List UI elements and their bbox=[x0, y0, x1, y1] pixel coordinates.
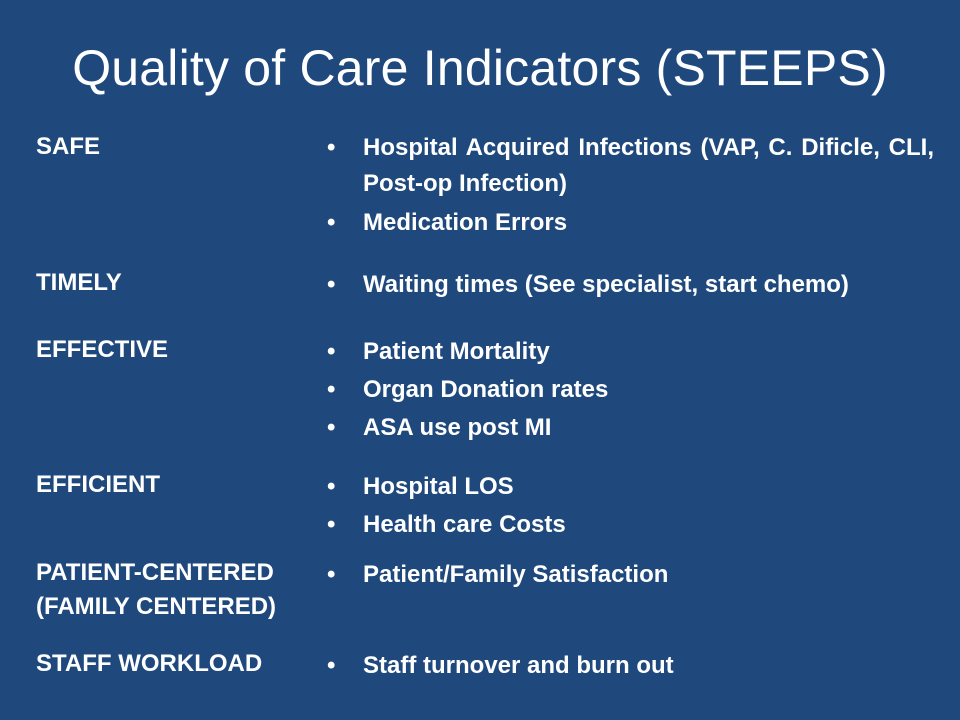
category-label-line: EFFICIENT bbox=[36, 471, 160, 498]
indicator-item: • Staff turnover and burn out bbox=[327, 647, 934, 685]
category-label-line: SAFE bbox=[36, 133, 101, 160]
bullet-icon: • bbox=[327, 271, 336, 298]
bullet-icon: • bbox=[327, 376, 336, 403]
slide-title: Quality of Care Indicators (STEEPS) bbox=[72, 40, 888, 96]
bullet-icon: • bbox=[327, 652, 336, 679]
indicator-text: Medication Errors bbox=[363, 209, 568, 236]
category-label-patient-centered: PATIENT-CENTERED (FAMILY CENTERED) bbox=[36, 556, 311, 624]
indicator-item: • ASA use post MI bbox=[327, 409, 934, 447]
indicator-text: Staff turnover and burn out bbox=[363, 652, 674, 679]
indicator-item: • Health care Costs bbox=[327, 506, 934, 544]
indicator-text: Hospital LOS bbox=[363, 473, 514, 500]
category-label-staff-workload: STAFF WORKLOAD bbox=[36, 647, 311, 681]
bullet-icon: • bbox=[327, 414, 336, 441]
indicator-item: • Patient/Family Satisfaction bbox=[327, 556, 934, 594]
category-label-efficient: EFFICIENT bbox=[36, 468, 311, 502]
indicator-item: • Patient Mortality bbox=[327, 333, 934, 371]
bullet-icon: • bbox=[327, 473, 336, 500]
indicator-item: • Hospital Acquired Infections (VAP, C. … bbox=[327, 130, 934, 202]
indicator-item: • Organ Donation rates bbox=[327, 371, 934, 409]
bullet-icon: • bbox=[327, 134, 336, 161]
category-label-line: PATIENT-CENTERED bbox=[36, 559, 274, 586]
bullet-icon: • bbox=[327, 561, 336, 588]
bullet-icon: • bbox=[327, 209, 336, 236]
category-label-line: (FAMILY CENTERED) bbox=[36, 593, 277, 620]
indicator-list-staff-workload: • Staff turnover and burn out bbox=[327, 647, 934, 685]
indicator-list-timely: • Waiting times (See specialist, start c… bbox=[327, 266, 934, 304]
indicator-text: ASA use post MI bbox=[363, 414, 552, 441]
indicator-text: Patient/Family Satisfaction bbox=[363, 561, 669, 588]
indicator-item: • Hospital LOS bbox=[327, 468, 934, 506]
indicator-text: Patient Mortality bbox=[363, 338, 550, 365]
indicator-text: Health care Costs bbox=[363, 511, 566, 538]
bullet-icon: • bbox=[327, 511, 336, 538]
indicator-text: Hospital Acquired Infections (VAP, C. Di… bbox=[363, 134, 934, 197]
indicator-text: Organ Donation rates bbox=[363, 376, 609, 403]
category-label-line: STAFF WORKLOAD bbox=[36, 650, 263, 677]
category-label-timely: TIMELY bbox=[36, 266, 311, 300]
indicator-list-effective: • Patient Mortality • Organ Donation rat… bbox=[327, 333, 934, 447]
category-label-line: TIMELY bbox=[36, 269, 122, 296]
indicator-list-safe: • Hospital Acquired Infections (VAP, C. … bbox=[327, 130, 934, 242]
indicator-item: • Waiting times (See specialist, start c… bbox=[327, 266, 934, 304]
category-label-line: EFFECTIVE bbox=[36, 336, 169, 363]
category-label-effective: EFFECTIVE bbox=[36, 333, 311, 367]
indicator-item: • Medication Errors bbox=[327, 204, 934, 242]
indicator-text: Waiting times (See specialist, start che… bbox=[363, 271, 849, 298]
bullet-icon: • bbox=[327, 338, 336, 365]
indicator-list-efficient: • Hospital LOS • Health care Costs bbox=[327, 468, 934, 544]
indicator-list-patient-centered: • Patient/Family Satisfaction bbox=[327, 556, 934, 594]
category-label-safe: SAFE bbox=[36, 130, 311, 164]
